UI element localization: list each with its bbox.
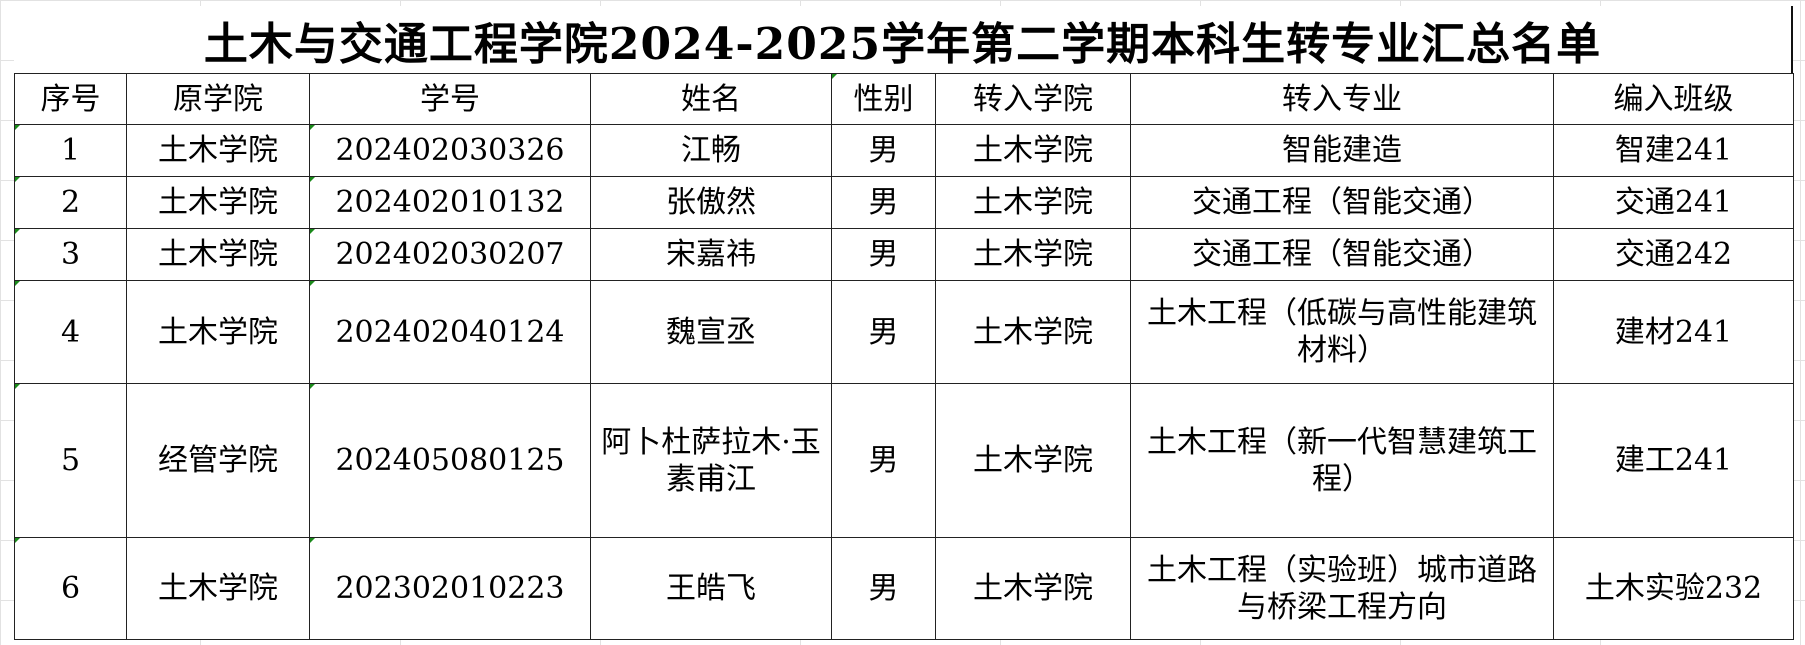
header-cell[interactable]: 序号 — [14, 73, 127, 125]
cell-student-id[interactable]: 202402030207 — [309, 228, 591, 281]
cell-target-college[interactable]: 土木学院 — [935, 228, 1131, 281]
table-row: 1 土木学院 202402030326 江畅男土木学院 智能建造 智建241 — [14, 124, 1794, 177]
cell-target-college[interactable]: 土木学院 — [935, 537, 1131, 640]
cell-name[interactable]: 江畅 — [590, 124, 832, 177]
cell-student-id[interactable]: 202302010223 — [309, 537, 591, 640]
sheet-title[interactable]: 土木与交通工程学院2024-2025学年第二学期本科生转专业汇总名单 — [14, 6, 1793, 73]
cell-target-college[interactable]: 土木学院 — [935, 280, 1131, 384]
cell-index[interactable]: 4 — [14, 280, 127, 384]
table-row: 5 经管学院 202405080125 阿卜杜萨拉木·玉素甫江男土木学院 土木工程（新一… — [14, 383, 1794, 538]
cell-target-major[interactable]: 交通工程（智能交通） — [1130, 228, 1554, 281]
cell-origin-college[interactable]: 土木学院 — [126, 280, 310, 384]
cell-name[interactable]: 宋嘉祎 — [590, 228, 832, 281]
table-row: 6 土木学院 202302010223 王皓飞男土木学院 土木工程（实验班）城市道路与桥… — [14, 537, 1794, 640]
cell-gender[interactable]: 男 — [831, 537, 936, 640]
header-cell[interactable]: 原学院 — [126, 73, 310, 125]
header-cell[interactable]: 性别 — [831, 73, 936, 125]
table-row: 4 土木学院 202402040124 魏宣丞男土木学院 土木工程（低碳与高性能建筑材料… — [14, 280, 1794, 384]
cell-name[interactable]: 魏宣丞 — [590, 280, 832, 384]
cell-gender[interactable]: 男 — [831, 228, 936, 281]
cell-index[interactable]: 1 — [14, 124, 127, 177]
table-row: 2 土木学院 202402010132 张傲然男土木学院 交通工程（智能交通） 交通241 — [14, 176, 1794, 229]
cell-target-major[interactable]: 土木工程（实验班）城市道路与桥梁工程方向 — [1130, 537, 1554, 640]
sheet: 土木与交通工程学院2024-2025学年第二学期本科生转专业汇总名单 序号 原学… — [14, 6, 1794, 640]
cell-class[interactable]: 智建241 — [1553, 124, 1794, 177]
cell-index[interactable]: 2 — [14, 176, 127, 229]
cell-student-id[interactable]: 202402030326 — [309, 124, 591, 177]
cell-index[interactable]: 3 — [14, 228, 127, 281]
cell-target-college[interactable]: 土木学院 — [935, 176, 1131, 229]
cell-student-id[interactable]: 202402040124 — [309, 280, 591, 384]
header-cell[interactable]: 转入学院 — [935, 73, 1131, 125]
cell-name[interactable]: 王皓飞 — [590, 537, 832, 640]
cell-student-id[interactable]: 202402010132 — [309, 176, 591, 229]
cell-target-college[interactable]: 土木学院 — [935, 124, 1131, 177]
cell-origin-college[interactable]: 土木学院 — [126, 176, 310, 229]
cell-class[interactable]: 建工241 — [1553, 383, 1794, 538]
header-row: 序号 原学院 学号 姓名 性别 转入学院 转入专业 编入班级 — [14, 73, 1794, 125]
cell-class[interactable]: 建材241 — [1553, 280, 1794, 384]
cell-name[interactable]: 阿卜杜萨拉木·玉素甫江 — [590, 383, 832, 538]
cell-target-major[interactable]: 智能建造 — [1130, 124, 1554, 177]
table-row: 3 土木学院 202402030207 宋嘉祎男土木学院 交通工程（智能交通） 交通242 — [14, 228, 1794, 281]
cell-name[interactable]: 张傲然 — [590, 176, 832, 229]
cell-origin-college[interactable]: 土木学院 — [126, 124, 310, 177]
cell-origin-college[interactable]: 土木学院 — [126, 228, 310, 281]
cell-origin-college[interactable]: 经管学院 — [126, 383, 310, 538]
cell-class[interactable]: 交通241 — [1553, 176, 1794, 229]
cell-class[interactable]: 交通242 — [1553, 228, 1794, 281]
cell-gender[interactable]: 男 — [831, 280, 936, 384]
cell-gender[interactable]: 男 — [831, 124, 936, 177]
transfer-table: 序号 原学院 学号 姓名 性别 转入学院 转入专业 编入班级 1 土木学院 2024… — [14, 73, 1794, 640]
cell-gender[interactable]: 男 — [831, 176, 936, 229]
cell-student-id[interactable]: 202405080125 — [309, 383, 591, 538]
cell-target-major[interactable]: 土木工程（低碳与高性能建筑材料） — [1130, 280, 1554, 384]
cell-target-major[interactable]: 土木工程（新一代智慧建筑工程） — [1130, 383, 1554, 538]
header-cell[interactable]: 学号 — [309, 73, 591, 125]
cell-gender[interactable]: 男 — [831, 383, 936, 538]
header-cell[interactable]: 姓名 — [590, 73, 832, 125]
cell-index[interactable]: 6 — [14, 537, 127, 640]
cell-target-major[interactable]: 交通工程（智能交通） — [1130, 176, 1554, 229]
header-cell[interactable]: 转入专业 — [1130, 73, 1554, 125]
cell-index[interactable]: 5 — [14, 383, 127, 538]
cell-origin-college[interactable]: 土木学院 — [126, 537, 310, 640]
cell-target-college[interactable]: 土木学院 — [935, 383, 1131, 538]
cell-class[interactable]: 土木实验232 — [1553, 537, 1794, 640]
header-cell[interactable]: 编入班级 — [1553, 73, 1794, 125]
